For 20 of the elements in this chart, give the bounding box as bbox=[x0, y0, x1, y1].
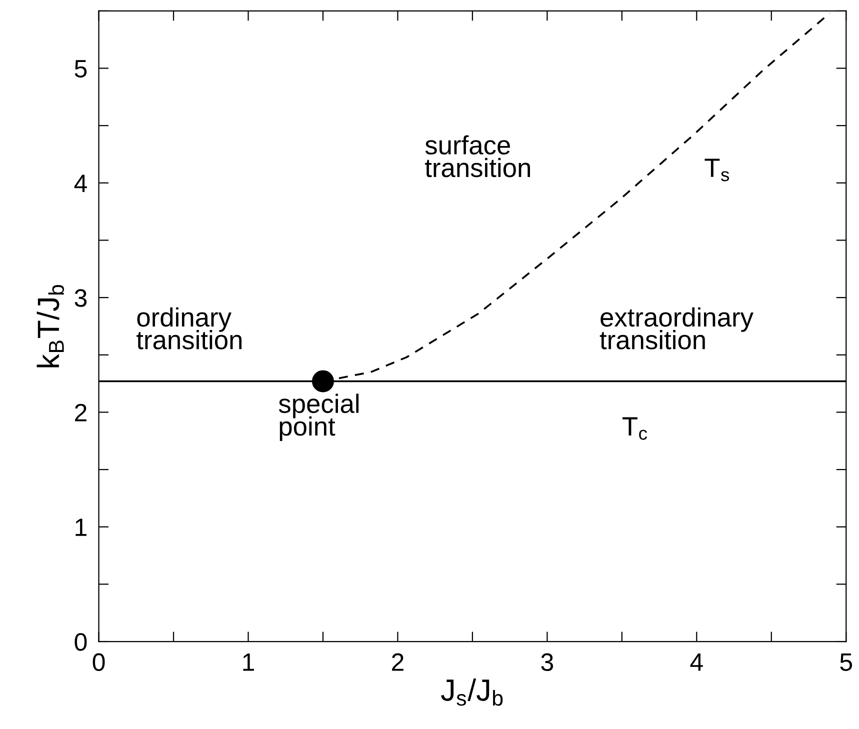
annotation: T$_{s}$ bbox=[704, 158, 730, 182]
x-tick-label: 4 bbox=[690, 654, 703, 671]
x-tick-label: 5 bbox=[840, 654, 852, 671]
y-tick-label: 1 bbox=[76, 518, 86, 536]
x-tick-label: 0 bbox=[92, 653, 105, 671]
x-tick-label: 1 bbox=[243, 654, 254, 671]
y-tick-label: 0 bbox=[74, 633, 87, 651]
y-tick-label: 2 bbox=[75, 404, 86, 422]
annotation: T$_{c}$ bbox=[622, 417, 648, 440]
x-axis-title: J$_{s}$/J$_{b}$ bbox=[440, 678, 503, 706]
annotation: special point bbox=[278, 394, 359, 441]
x-tick-label: 3 bbox=[541, 653, 554, 671]
y-axis-title: k$_{B}$T/J$_{b}$ bbox=[36, 284, 64, 368]
x-tick-label: 2 bbox=[392, 653, 404, 671]
annotation: ordinary transition bbox=[136, 307, 242, 350]
y-tick-label: 5 bbox=[74, 60, 87, 78]
y-tick-label: 4 bbox=[74, 174, 87, 192]
annotation: extraordinary transition bbox=[600, 307, 754, 350]
y-tick-label: 3 bbox=[74, 289, 87, 307]
annotation: surface transition bbox=[425, 135, 530, 178]
